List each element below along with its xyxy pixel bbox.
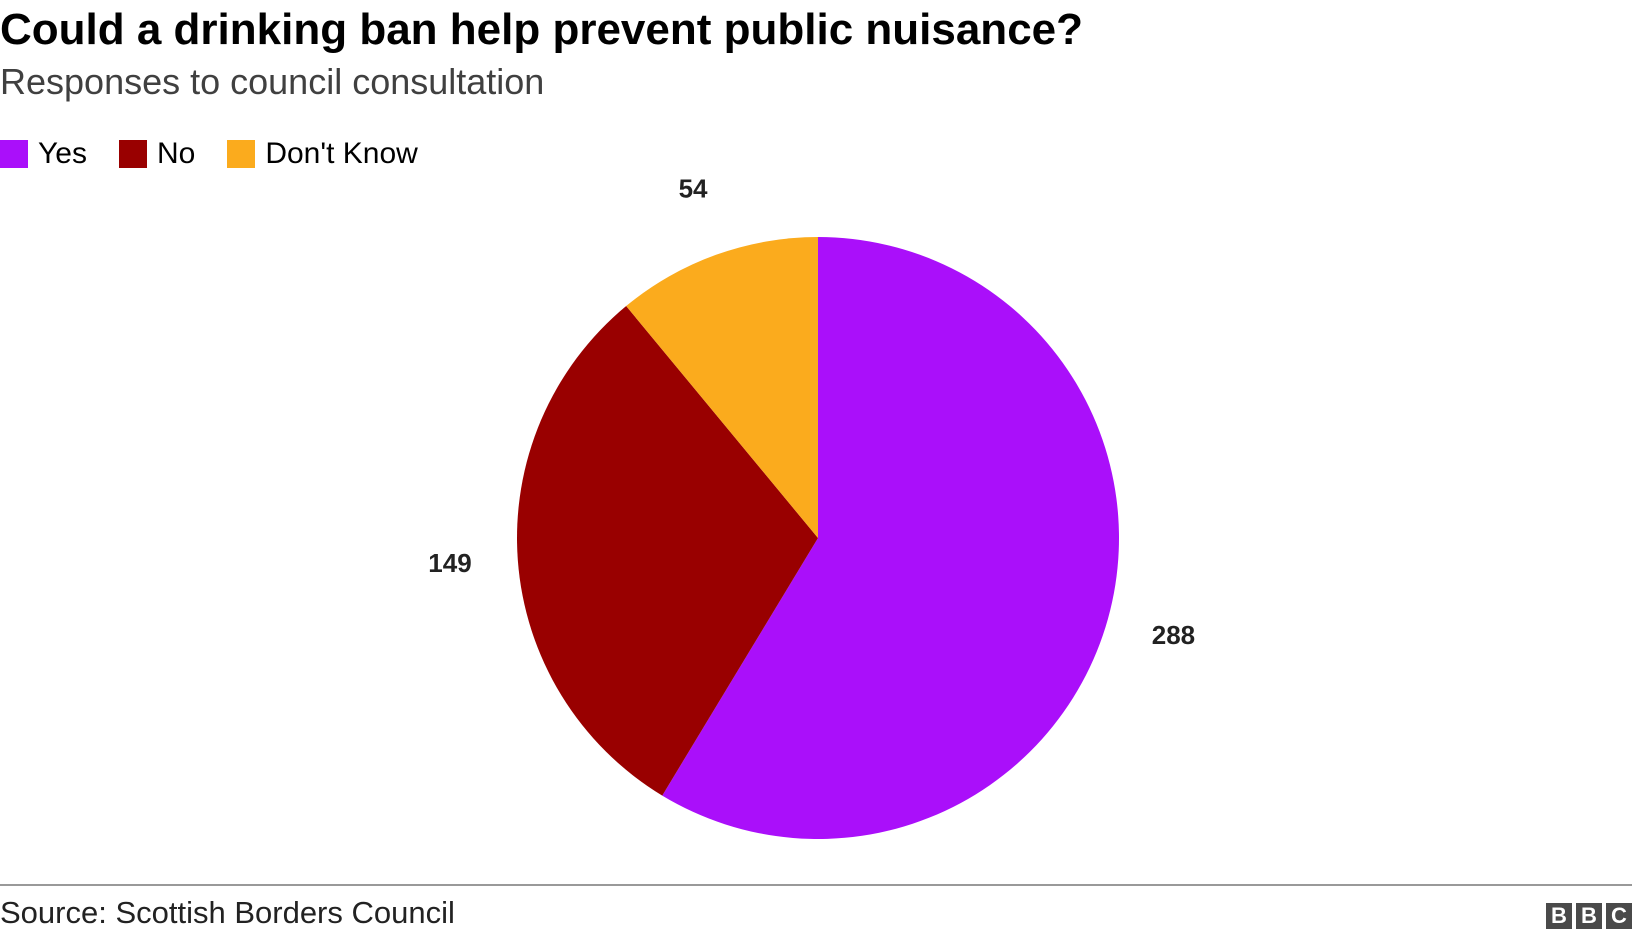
legend-item-yes: Yes xyxy=(0,132,87,176)
chart-subtitle: Responses to council consultation xyxy=(0,61,545,102)
data-label-don-t-know: 54 xyxy=(679,174,708,204)
chart-title: Could a drinking ban help prevent public… xyxy=(0,5,1084,54)
pie-slice-don-t-know xyxy=(626,237,818,538)
legend-label-dont-know: Don't Know xyxy=(265,137,418,170)
data-label-yes: 288 xyxy=(1152,620,1195,650)
legend-label-yes: Yes xyxy=(38,137,87,170)
bbc-logo-letter: B xyxy=(1576,903,1602,929)
source-note: Source: Scottish Borders Council xyxy=(0,895,455,930)
legend: Yes No Don't Know xyxy=(0,132,450,176)
legend-item-dont-know: Don't Know xyxy=(227,132,418,176)
bbc-logo-letter: B xyxy=(1546,903,1572,929)
bbc-logo: B B C xyxy=(1542,903,1632,929)
legend-swatch-dont-know xyxy=(227,140,256,168)
legend-label-no: No xyxy=(156,137,196,170)
legend-swatch-yes xyxy=(0,140,28,168)
legend-item-no: No xyxy=(118,132,196,176)
legend-swatch-no xyxy=(118,140,147,168)
data-label-no: 149 xyxy=(428,548,471,578)
pie-slice-no xyxy=(517,306,818,796)
pie-slice-yes xyxy=(662,237,1120,839)
bbc-logo-letter: C xyxy=(1606,903,1632,929)
footer-divider xyxy=(0,884,1632,886)
